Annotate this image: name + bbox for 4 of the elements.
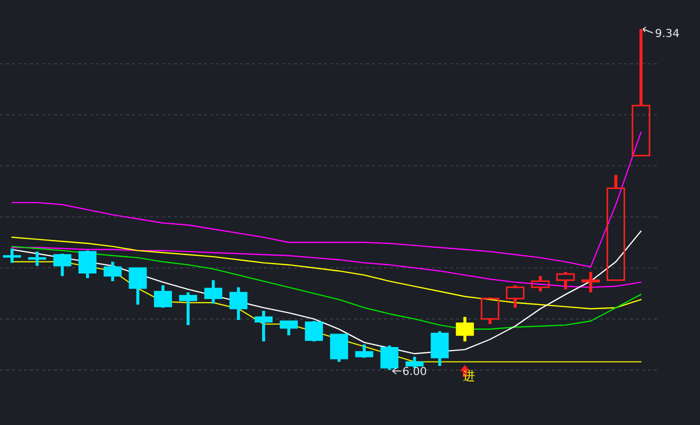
candlestick (581, 272, 600, 292)
annotation: 9.34 (655, 27, 680, 40)
annotation: 6.00 (402, 365, 427, 378)
annotation: 进 (462, 369, 475, 383)
